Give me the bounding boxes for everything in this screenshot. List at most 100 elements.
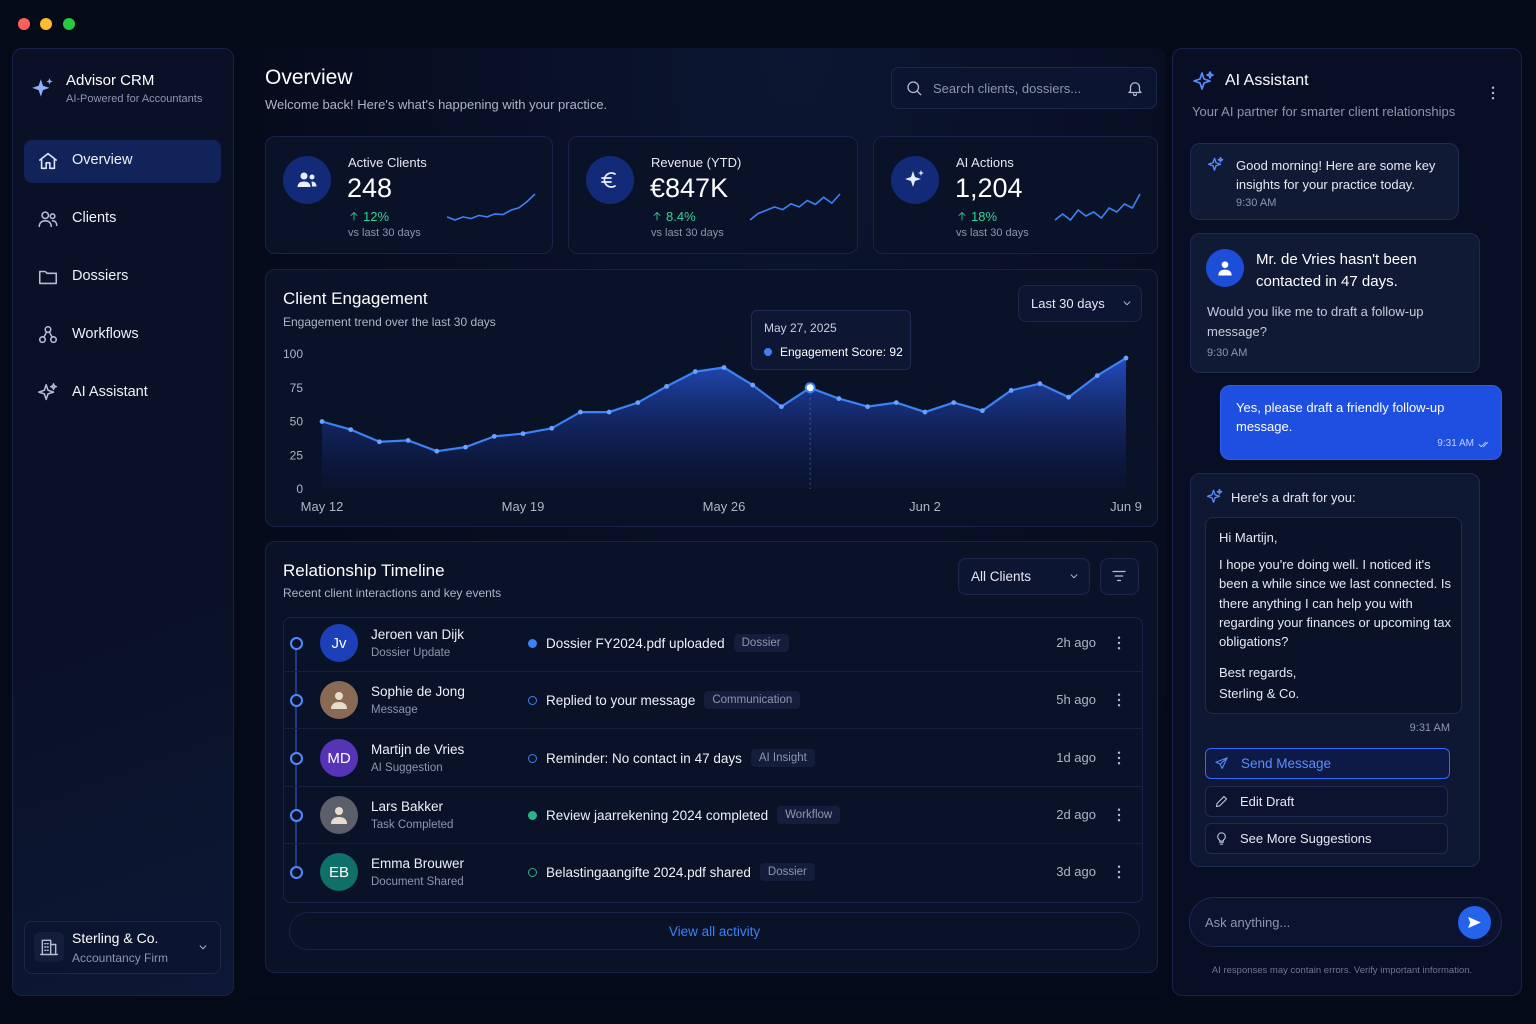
client-filter[interactable]	[958, 558, 1090, 595]
row-menu	[1117, 762, 1121, 765]
draft-signature: Sterling & Co.	[1219, 686, 1300, 701]
nav-icon	[49, 213, 56, 220]
row-divider	[284, 786, 1142, 787]
action-button[interactable]	[1205, 748, 1450, 779]
nav-item[interactable]: Clients	[72, 210, 117, 226]
row-menu	[1117, 698, 1121, 702]
event-dot	[528, 753, 537, 763]
nav-item[interactable]: AI Assistant	[72, 384, 148, 400]
event-dot	[528, 810, 537, 820]
range-label: Last 30 days	[1031, 296, 1105, 311]
client-avatar: MD	[320, 739, 358, 777]
row-menu[interactable]	[1110, 863, 1128, 881]
kpi-value: 1,204	[955, 173, 1023, 203]
assistant-menu	[1491, 91, 1495, 95]
tooltip-value: Engagement Score: 92	[780, 345, 903, 359]
row-menu	[1117, 808, 1121, 811]
kpi-period: vs last 30 days	[651, 227, 724, 239]
tooltip-date: May 27, 2025	[764, 321, 837, 335]
timeline-node	[290, 694, 303, 707]
minimize-dot[interactable]	[40, 18, 52, 30]
search-icon	[916, 90, 922, 96]
row-menu	[1117, 756, 1121, 760]
assistant-subtitle: Your AI partner for smarter client relat…	[1192, 104, 1456, 119]
nav-item[interactable]: Workflows	[72, 326, 139, 342]
close-dot[interactable]	[18, 18, 30, 30]
avatar-photo	[331, 817, 347, 824]
action-icon	[1215, 795, 1228, 807]
avatar-photo	[331, 692, 347, 709]
message-text: Good morning! Here are some key insights…	[1236, 158, 1436, 192]
nav-icon	[38, 211, 58, 228]
search-box[interactable]	[891, 67, 1157, 109]
client-name: Emma Brouwer	[371, 856, 465, 871]
assistant-title: AI Assistant	[1225, 72, 1309, 89]
kpi-icon-bg	[586, 156, 634, 204]
nav-icon	[38, 325, 58, 344]
client-name: Jeroen van Dijk	[371, 627, 465, 642]
search-icon	[907, 81, 920, 94]
draft-closing: Best regards,	[1219, 665, 1297, 680]
range-dropdown[interactable]	[1018, 285, 1142, 322]
action-icon	[1219, 757, 1228, 765]
timeline-node	[290, 809, 303, 822]
action-label: See More Suggestions	[1240, 831, 1372, 846]
nav-icon	[41, 211, 50, 220]
nav-item[interactable]: Overview	[72, 152, 133, 168]
row-menu	[1117, 636, 1121, 639]
message-text: Would you like me to draft a follow-up m…	[1207, 304, 1424, 339]
kpi-value: €847K	[650, 173, 729, 203]
kpi-icon	[311, 181, 317, 187]
kpi-icon	[601, 172, 616, 188]
row-menu[interactable]	[1110, 691, 1128, 709]
nav-icon	[49, 336, 58, 344]
kpi-period: vs last 30 days	[956, 227, 1029, 239]
nav-icon	[38, 270, 58, 285]
row-menu	[1117, 693, 1121, 696]
notification-bell[interactable]	[1126, 79, 1144, 97]
brand-name: Advisor CRM	[66, 72, 155, 89]
kpi-up-arrow	[653, 212, 661, 221]
kpi-icon	[297, 172, 317, 187]
notification-bell	[1132, 93, 1138, 97]
filter-icon	[1112, 570, 1126, 582]
row-menu[interactable]	[1110, 634, 1128, 652]
brand-logo	[32, 79, 50, 97]
action-button[interactable]	[1205, 785, 1448, 817]
user-bubble	[1220, 385, 1502, 460]
action-button[interactable]	[1205, 823, 1448, 854]
row-divider	[284, 671, 1142, 672]
nav-active-bg	[24, 140, 221, 183]
kpi-icon	[905, 170, 924, 187]
assistant-logo	[1193, 71, 1214, 90]
action-icon	[1215, 795, 1228, 807]
row-menu	[1117, 641, 1121, 645]
assistant-menu	[1491, 86, 1495, 89]
account-chevron	[199, 945, 207, 950]
tooltip-dot	[764, 348, 772, 356]
maximize-dot[interactable]	[63, 18, 75, 30]
account-logo	[39, 939, 59, 956]
event-time: 3d ago	[1056, 864, 1096, 879]
assistant-menu[interactable]	[1484, 84, 1502, 102]
row-menu[interactable]	[1110, 749, 1128, 767]
timeline-card	[265, 541, 1158, 973]
search-placeholder: Search clients, dossiers...	[933, 81, 1082, 96]
nav-item[interactable]: Dossiers	[72, 268, 129, 284]
event-text: Reminder: No contact in 47 days	[546, 750, 742, 766]
event-time: 5h ago	[1056, 692, 1096, 707]
row-menu[interactable]	[1110, 806, 1128, 824]
brand-tagline: AI-Powered for Accountants	[66, 93, 203, 105]
filter-chevron	[1070, 574, 1078, 579]
account-logo-bg	[34, 932, 64, 962]
account-name: Sterling & Co.	[72, 930, 159, 946]
view-all-button[interactable]: View all activity	[289, 912, 1140, 950]
draft-greeting: Hi Martijn,	[1219, 530, 1278, 545]
chat-input[interactable]	[1189, 897, 1502, 947]
client-filter-label: All Clients	[971, 569, 1032, 584]
kpi-label: AI Actions	[956, 155, 1014, 170]
kpi-change: 8.4%	[666, 209, 696, 224]
range-chevron	[1123, 301, 1131, 306]
event-kind: Dossier Update	[371, 647, 451, 659]
